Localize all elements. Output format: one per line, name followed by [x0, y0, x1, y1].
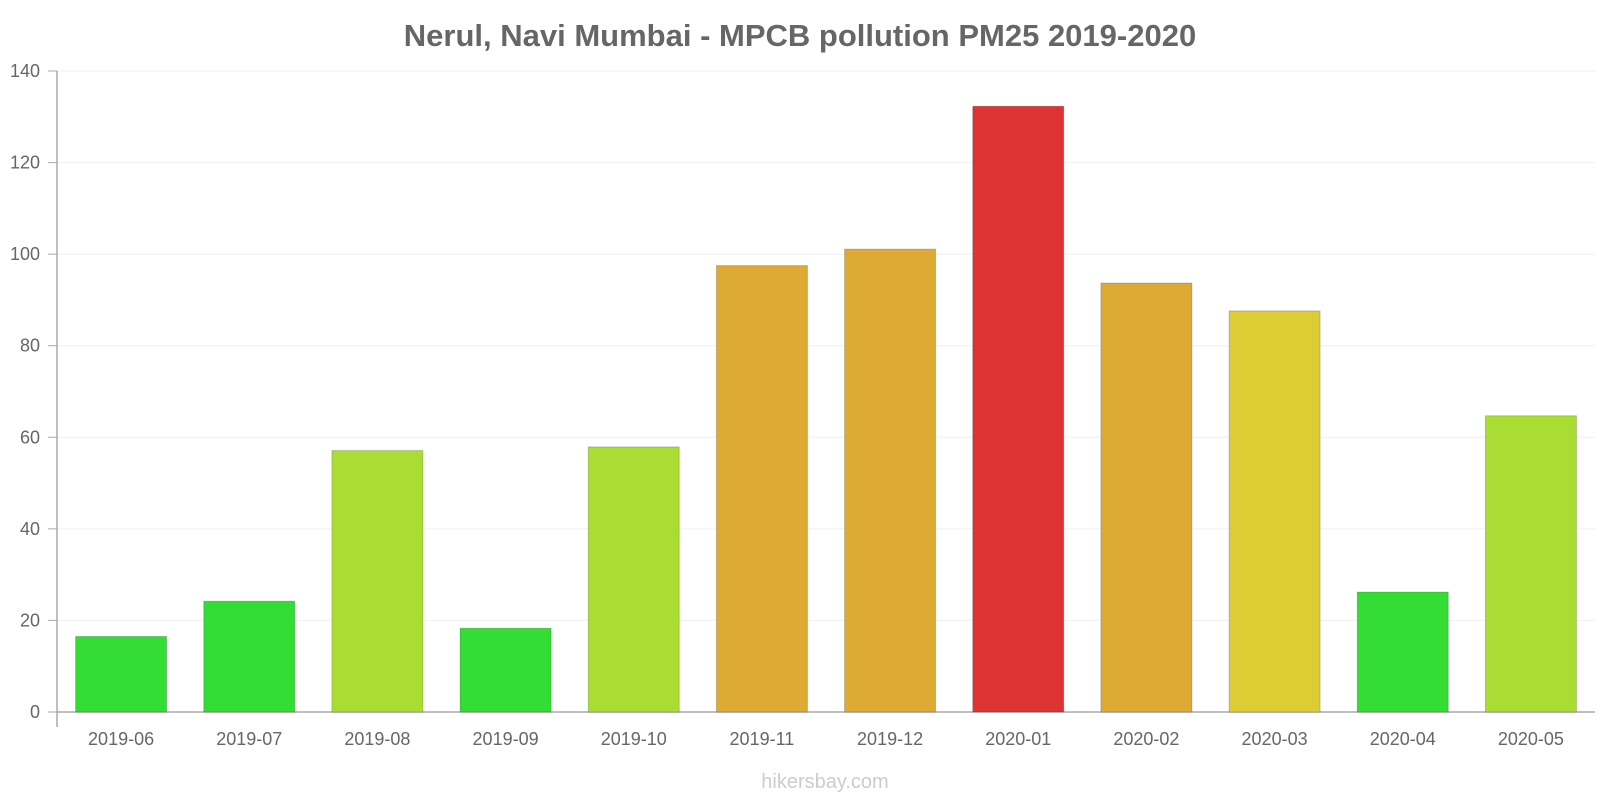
- x-tick-label: 2020-05: [1498, 729, 1564, 749]
- chart-title: Nerul, Navi Mumbai - MPCB pollution PM25…: [404, 18, 1196, 53]
- x-tick-label: 2019-12: [857, 729, 923, 749]
- bar-2020-03[interactable]: [1228, 310, 1321, 713]
- y-tick-label: 20: [20, 610, 40, 630]
- y-axis-tick-labels: 0 20 40 60 80 100 120 140: [10, 61, 40, 722]
- x-tick-label: 2019-10: [601, 729, 667, 749]
- y-tick-label: 0: [30, 702, 40, 722]
- x-tick-label: 2020-01: [985, 729, 1051, 749]
- y-tick-label: 120: [10, 153, 40, 173]
- y-tick-label: 140: [10, 61, 40, 81]
- y-tick-label: 60: [20, 427, 40, 447]
- bar-2019-06[interactable]: [75, 635, 168, 713]
- bars: [75, 105, 1577, 713]
- bar-2019-11[interactable]: [715, 265, 808, 713]
- x-tick-label: 2020-04: [1370, 729, 1436, 749]
- x-tick-label: 2019-07: [216, 729, 282, 749]
- bar-2020-02[interactable]: [1100, 282, 1193, 713]
- bar-2020-05[interactable]: [1484, 415, 1577, 713]
- x-tick-label: 2020-02: [1113, 729, 1179, 749]
- x-tick-label: 2019-09: [473, 729, 539, 749]
- bar-2020-01[interactable]: [972, 105, 1065, 713]
- x-tick-label: 2019-08: [344, 729, 410, 749]
- bar-2019-09[interactable]: [459, 627, 552, 713]
- watermark-text: hikersbay.com: [761, 771, 888, 793]
- bar-2020-04[interactable]: [1356, 591, 1449, 713]
- bar-2019-08[interactable]: [331, 450, 424, 713]
- gridlines: [57, 70, 1595, 621]
- y-tick-label: 80: [20, 336, 40, 356]
- x-tick-label: 2019-11: [730, 729, 795, 749]
- x-tick-label: 2020-03: [1242, 729, 1308, 749]
- axes: [48, 70, 1595, 727]
- bar-2019-12[interactable]: [844, 248, 937, 713]
- y-tick-label: 40: [20, 519, 40, 539]
- x-axis-tick-labels: 2019-06 2019-07 2019-08 2019-09 2019-10 2019-…: [88, 729, 1564, 749]
- bar-2019-07[interactable]: [203, 600, 296, 713]
- x-tick-label: 2019-06: [88, 729, 154, 749]
- bar-2019-10[interactable]: [587, 446, 680, 713]
- y-tick-label: 100: [10, 244, 40, 264]
